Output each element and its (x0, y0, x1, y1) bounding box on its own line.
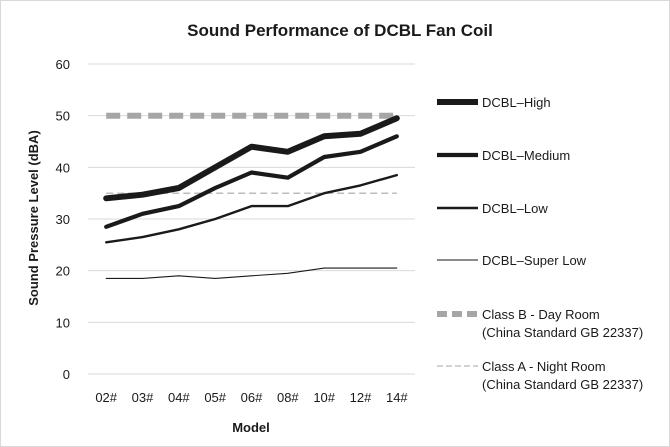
x-tick-label: 10# (313, 390, 335, 405)
y-tick-label: 40 (56, 160, 70, 175)
series-line (104, 134, 399, 229)
x-tick-label: 03# (132, 390, 154, 405)
y-tick-label: 30 (56, 212, 70, 227)
x-tick-label: 14# (386, 390, 408, 405)
y-tick-label: 50 (56, 109, 70, 124)
legend-label: DCBL–Medium (482, 148, 570, 163)
gridlines (88, 63, 415, 375)
y-tick-label: 20 (56, 264, 70, 279)
legend-label: (China Standard GB 22337) (482, 325, 643, 340)
y-axis-ticks: 0 10 20 30 40 50 60 (56, 57, 70, 382)
legend-label: Class A - Night Room (482, 359, 606, 374)
x-axis-label: Model (232, 420, 270, 435)
legend-label: DCBL–Low (482, 201, 548, 216)
y-axis-label: Sound Pressure Level (dBA) (26, 130, 41, 306)
chart-title: Sound Performance of DCBL Fan Coil (187, 21, 493, 40)
y-tick-label: 0 (63, 367, 70, 382)
legend: DCBL–High DCBL–Medium DCBL–Low DCBL–Super L… (437, 95, 643, 392)
x-tick-label: 05# (204, 390, 226, 405)
x-tick-label: 06# (241, 390, 263, 405)
x-axis-ticks: 02# 03# 04# 05# 06# 08# 10# 12# 14# (95, 390, 408, 405)
y-tick-label: 60 (56, 57, 70, 72)
series-line (105, 267, 398, 279)
legend-label: DCBL–High (482, 95, 551, 110)
legend-label: Class B - Day Room (482, 307, 600, 322)
x-tick-label: 02# (95, 390, 117, 405)
x-tick-label: 12# (350, 390, 372, 405)
series-line (104, 173, 398, 244)
series-line (103, 115, 400, 202)
y-tick-label: 10 (56, 315, 70, 330)
series-lines (103, 112, 400, 279)
x-tick-label: 04# (168, 390, 190, 405)
x-tick-label: 08# (277, 390, 299, 405)
legend-label: (China Standard GB 22337) (482, 377, 643, 392)
legend-label: DCBL–Super Low (482, 253, 587, 268)
